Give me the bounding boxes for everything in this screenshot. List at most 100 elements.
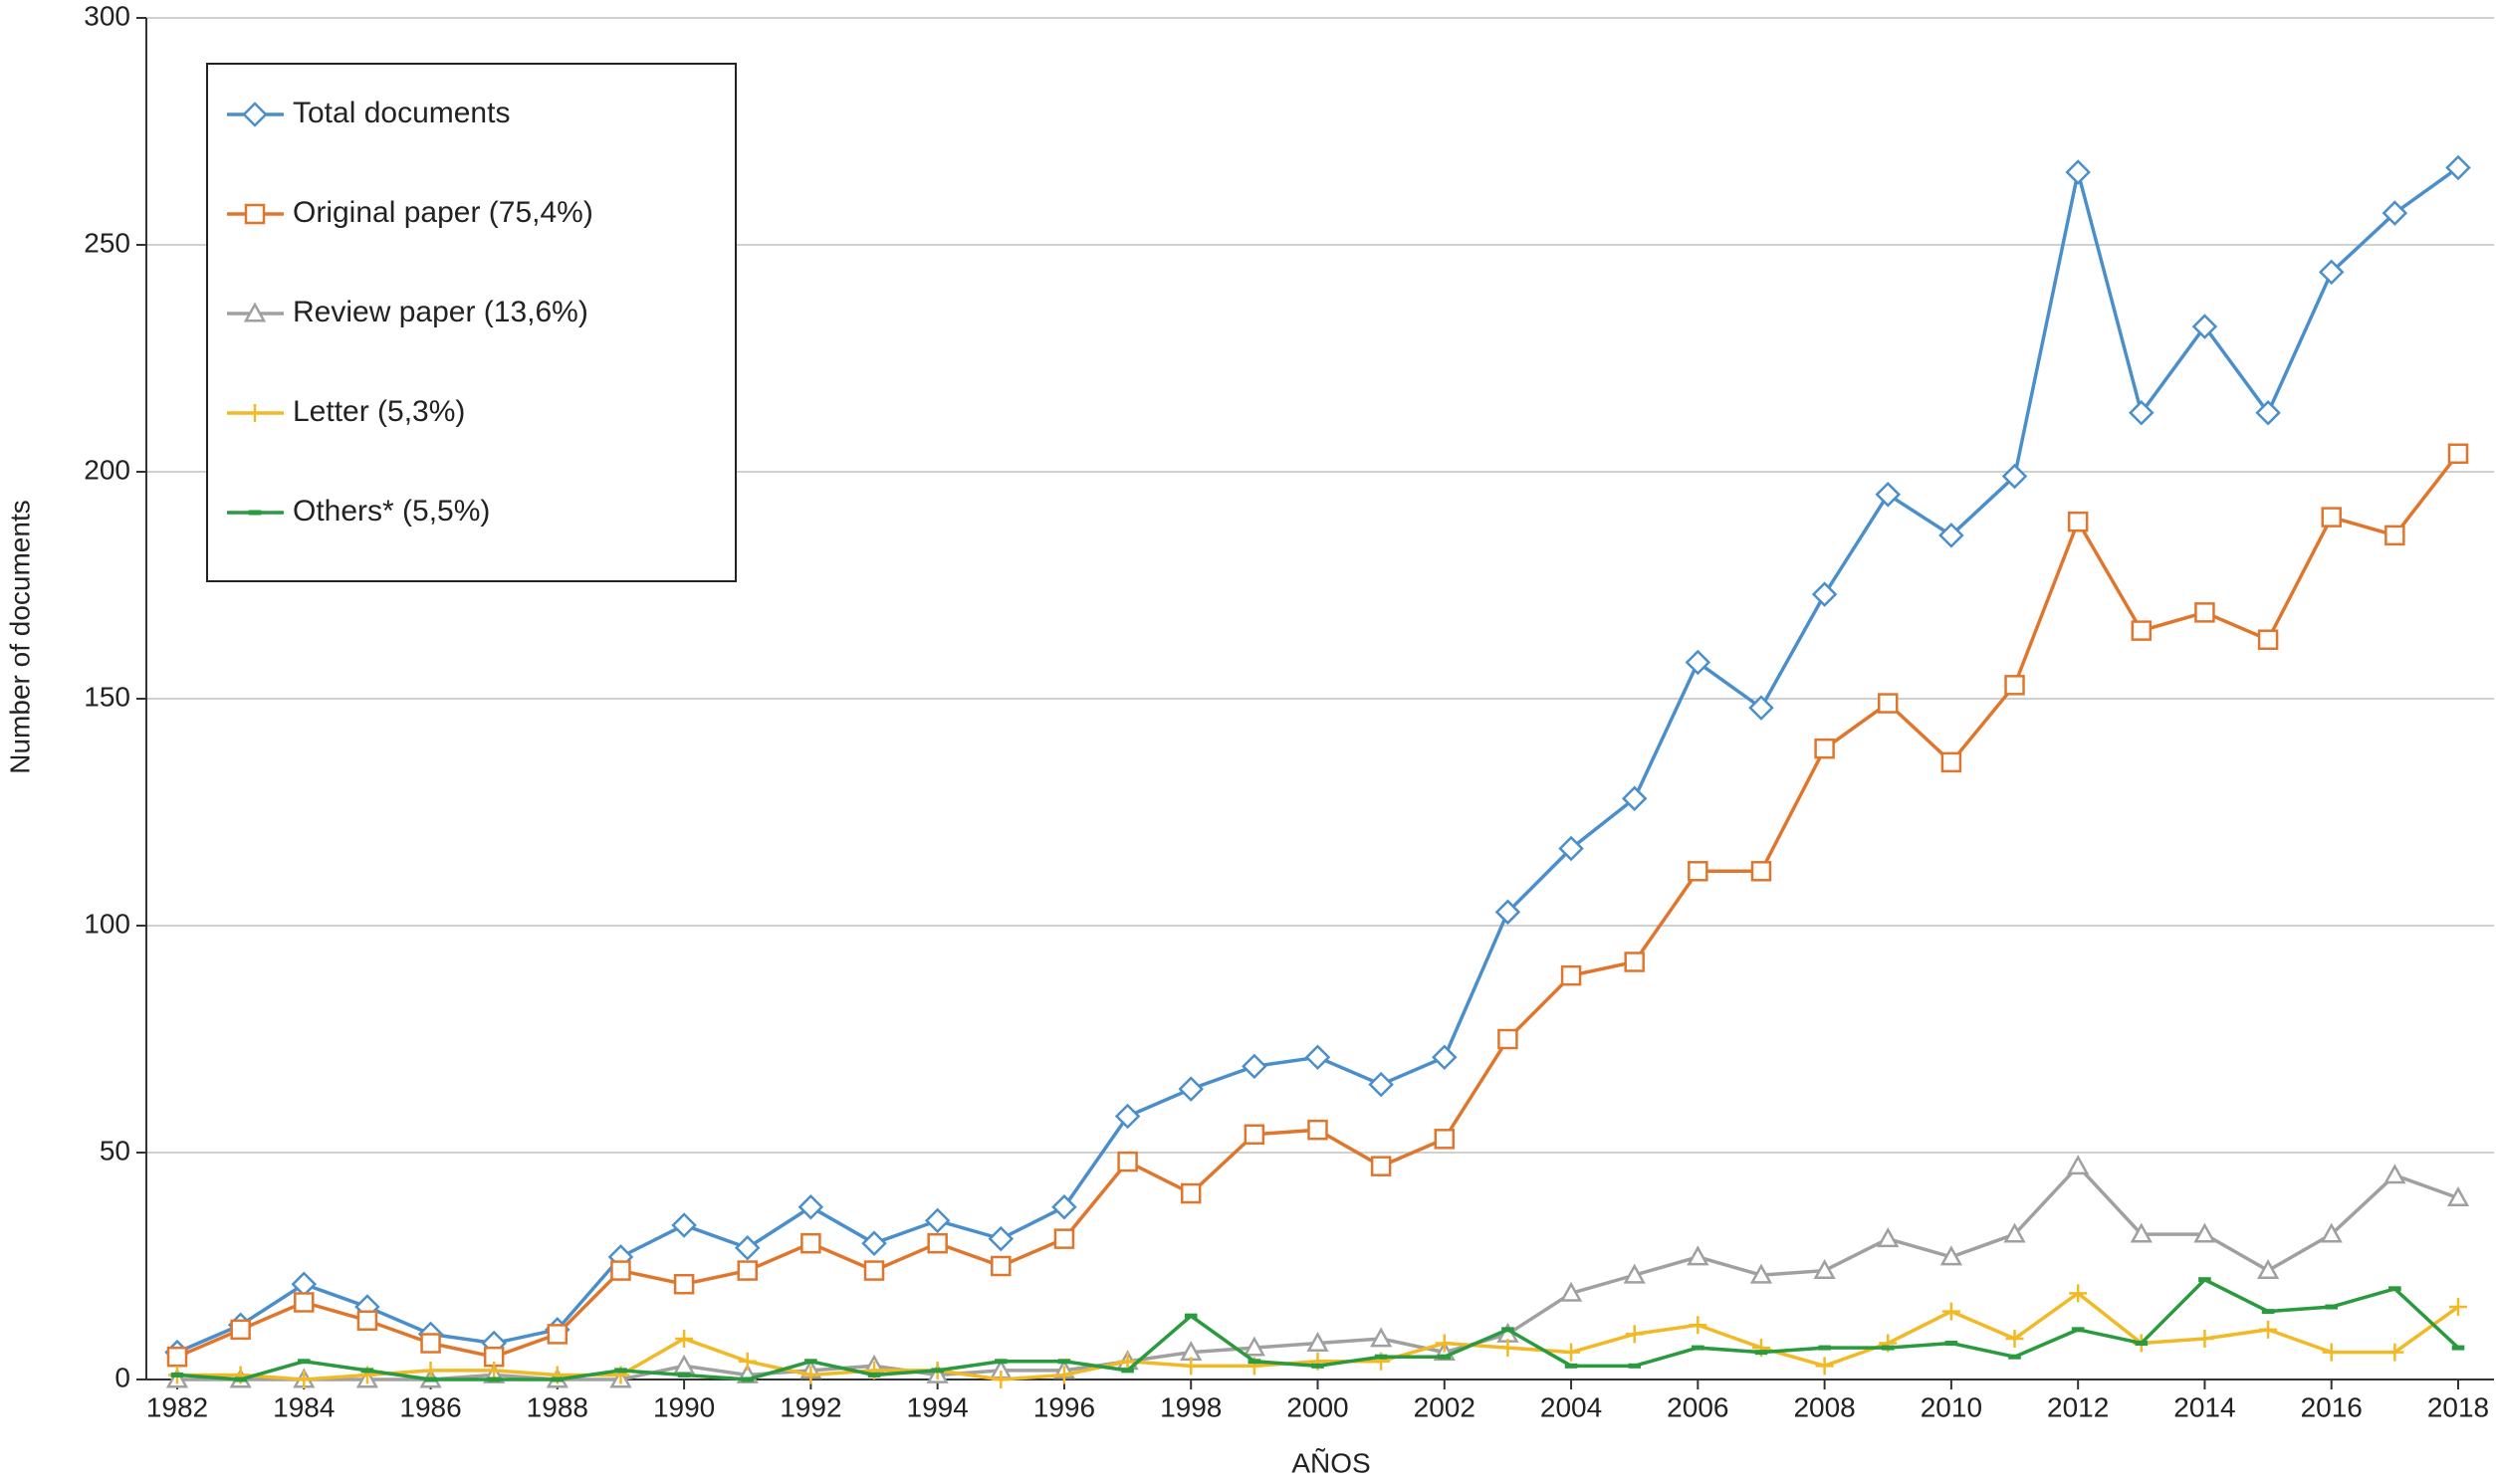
marker — [2255, 399, 2281, 426]
marker — [2382, 200, 2408, 226]
y-tick-label: 100 — [84, 908, 130, 939]
marker — [2257, 629, 2279, 650]
legend: Total documents Original paper (75,4%) Rev… — [206, 63, 737, 582]
marker — [1498, 1339, 1517, 1358]
y-tick-label: 0 — [114, 1362, 130, 1392]
marker — [2067, 511, 2089, 532]
marker — [2322, 1343, 2341, 1362]
marker — [2003, 1222, 2026, 1243]
y-tick-label: 300 — [84, 0, 130, 31]
marker — [675, 1329, 694, 1348]
x-tick-label: 2018 — [2427, 1391, 2489, 1422]
marker — [1685, 649, 1711, 676]
marker — [1180, 1182, 1202, 1204]
y-tick-label: 150 — [84, 681, 130, 712]
marker — [1624, 952, 1645, 972]
marker — [1814, 738, 1835, 759]
marker — [1562, 1343, 1581, 1362]
marker — [1053, 1228, 1075, 1249]
marker — [1749, 1263, 1773, 1284]
marker — [1560, 964, 1582, 986]
marker — [2193, 1222, 2216, 1243]
x-axis-label: AÑOS — [1291, 1447, 1370, 1478]
marker — [1811, 581, 1838, 607]
marker — [1559, 1281, 1583, 1302]
marker — [2385, 1343, 2404, 1362]
marker — [2384, 525, 2405, 546]
marker — [1494, 899, 1521, 926]
marker — [800, 1232, 821, 1254]
marker — [1370, 1156, 1392, 1176]
x-tick-label: 1986 — [399, 1391, 461, 1422]
x-tick-label: 2014 — [2173, 1391, 2235, 1422]
x-tick-label: 2008 — [1793, 1391, 1855, 1422]
marker — [1244, 1124, 1265, 1146]
marker — [1368, 1071, 1394, 1098]
marker — [1051, 1193, 1077, 1220]
marker — [1114, 1103, 1141, 1130]
marker — [2065, 159, 2091, 185]
marker — [801, 1366, 820, 1384]
marker — [1242, 1053, 1267, 1080]
marker — [863, 1260, 885, 1281]
marker — [734, 1234, 761, 1261]
marker — [1938, 523, 1964, 548]
marker — [797, 1193, 824, 1220]
marker — [1178, 1076, 1204, 1102]
marker — [485, 1361, 504, 1379]
marker — [2383, 1164, 2406, 1184]
x-tick-label: 1992 — [780, 1391, 841, 1422]
marker — [671, 1212, 697, 1238]
x-tick-label: 2006 — [1667, 1391, 1728, 1422]
marker — [1434, 1129, 1456, 1150]
marker — [1877, 1227, 1900, 1248]
legend-label: Original paper (75,4%) — [293, 196, 593, 229]
marker — [294, 1292, 315, 1313]
marker — [2445, 154, 2471, 181]
marker — [1304, 1044, 1331, 1071]
marker — [1939, 1245, 1963, 1266]
marker — [2447, 443, 2469, 465]
marker — [230, 1319, 251, 1341]
legend-label: Total documents — [293, 97, 510, 129]
marker — [737, 1260, 758, 1281]
x-tick-label: 2010 — [1921, 1391, 1982, 1422]
marker — [1623, 1263, 1646, 1284]
marker — [2446, 1186, 2470, 1207]
legend-label: Letter (5,3%) — [293, 395, 465, 428]
marker — [672, 1354, 696, 1375]
x-tick-label: 1984 — [273, 1391, 335, 1422]
marker — [1875, 482, 1902, 508]
marker — [924, 1207, 951, 1234]
marker — [2320, 1222, 2343, 1243]
marker — [1118, 1352, 1137, 1371]
marker — [1307, 1119, 1328, 1141]
x-tick-label: 2016 — [2301, 1391, 2363, 1422]
marker — [1940, 751, 1962, 773]
marker — [1182, 1357, 1201, 1376]
marker — [738, 1352, 757, 1371]
marker — [244, 203, 266, 225]
marker — [246, 404, 264, 422]
marker — [1054, 1366, 1073, 1384]
marker — [295, 1371, 314, 1388]
marker — [2449, 1298, 2467, 1317]
x-tick-label: 2002 — [1414, 1391, 1475, 1422]
marker — [1370, 1327, 1393, 1348]
x-tick-label: 1990 — [653, 1391, 715, 1422]
legend-label: Others* (5,5%) — [293, 495, 490, 528]
marker — [673, 1273, 695, 1295]
marker — [1688, 861, 1708, 882]
marker — [2259, 1320, 2278, 1339]
marker — [1813, 1258, 1836, 1280]
x-tick-label: 1998 — [1160, 1391, 1222, 1422]
y-tick-label: 250 — [84, 227, 130, 258]
marker — [242, 102, 268, 127]
marker — [1625, 1325, 1644, 1344]
legend-box — [206, 63, 737, 582]
marker — [2129, 399, 2155, 426]
marker — [166, 1346, 188, 1368]
marker — [2001, 463, 2028, 490]
marker — [291, 1271, 318, 1298]
marker — [861, 1230, 887, 1256]
